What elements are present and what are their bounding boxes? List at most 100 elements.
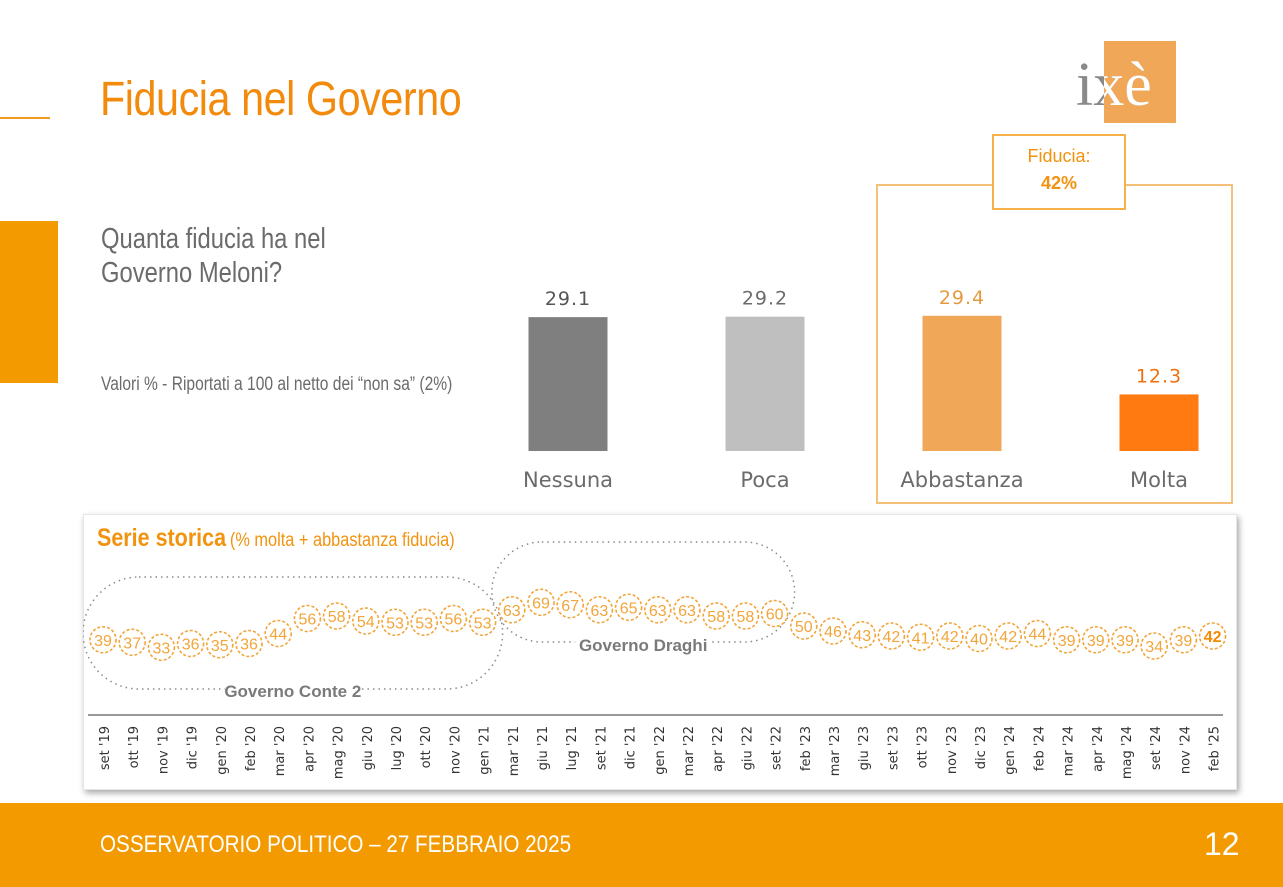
series-point-label: 39 bbox=[1116, 633, 1134, 650]
series-point: 50 bbox=[789, 612, 818, 640]
series-title-sub: (% molta + abbastanza fiducia) bbox=[229, 530, 455, 551]
bar-molta bbox=[1119, 394, 1199, 451]
series-point-label: 44 bbox=[269, 627, 287, 644]
series-point: 60 bbox=[760, 599, 789, 628]
series-point-label: 36 bbox=[240, 637, 258, 654]
series-point-label: 35 bbox=[211, 638, 229, 655]
series-point: 39 bbox=[1052, 625, 1081, 654]
series-point: 58 bbox=[322, 602, 351, 630]
series-tick-label: nov '20 bbox=[448, 726, 463, 774]
series-point-label: 34 bbox=[1145, 639, 1163, 656]
bar-value-label: 12.3 bbox=[1136, 365, 1182, 387]
series-point: 54 bbox=[351, 607, 380, 635]
series-point-label: 42 bbox=[1204, 629, 1222, 646]
values-note: Valori % - Riportati a 100 al netto dei … bbox=[101, 374, 453, 395]
series-tick-label: mar '20 bbox=[273, 726, 288, 776]
series-point: 53 bbox=[468, 608, 497, 637]
series-point: 65 bbox=[614, 593, 643, 622]
page-number: 12 bbox=[1204, 826, 1240, 862]
series-point-label: 53 bbox=[474, 615, 492, 632]
series-point-label: 42 bbox=[883, 629, 901, 646]
series-tick-label: ott '20 bbox=[419, 726, 434, 768]
series-point-label: 37 bbox=[123, 635, 141, 652]
series-point-label: 69 bbox=[532, 595, 550, 612]
series-point: 53 bbox=[410, 608, 439, 637]
group-conte2-label: Governo Conte 2 bbox=[224, 682, 361, 701]
series-point-label: 58 bbox=[737, 609, 755, 626]
fiducia-value: 42% bbox=[1040, 173, 1078, 193]
series-point: 42 bbox=[994, 622, 1023, 650]
series-point-label: 41 bbox=[912, 630, 930, 647]
series-tick-label: feb '23 bbox=[799, 726, 814, 771]
series-point: 53 bbox=[381, 608, 409, 637]
bar-value-label: 29.2 bbox=[742, 288, 788, 310]
series-tick-label: set '21 bbox=[594, 726, 609, 770]
series-tick-label: lug '21 bbox=[565, 726, 580, 770]
series-point: 42 bbox=[935, 622, 964, 650]
series-tick-label: mar '23 bbox=[828, 726, 843, 776]
series-point: 56 bbox=[439, 604, 468, 633]
series-tick-label: ott '19 bbox=[127, 726, 142, 768]
series-point-label: 63 bbox=[503, 603, 521, 620]
series-point: 40 bbox=[965, 624, 993, 653]
group-conte2 bbox=[83, 576, 504, 690]
page-title: Fiducia nel Governo bbox=[100, 73, 462, 126]
series-tick-label: gen '21 bbox=[478, 726, 493, 775]
series-point: 41 bbox=[906, 623, 935, 652]
series-point-label: 54 bbox=[357, 614, 375, 631]
series-tick-label: lug '20 bbox=[390, 726, 405, 770]
series-tick-label: ott '23 bbox=[916, 726, 931, 768]
series-point: 58 bbox=[731, 602, 760, 630]
bar-chart: 29.1 Nessuna 29.2 Poca 29.4 Abbastanza 12.3 Mol… bbox=[523, 287, 1199, 492]
title-accent-line bbox=[0, 117, 50, 119]
series-point: 36 bbox=[235, 629, 263, 658]
series-tick-label: mar '24 bbox=[1062, 726, 1077, 776]
side-accent-block bbox=[0, 221, 58, 383]
series-point: 56 bbox=[293, 604, 322, 633]
bar-value-label: 29.1 bbox=[545, 288, 591, 310]
series-tick-label: giu '23 bbox=[857, 726, 872, 770]
fiducia-summary-box: Fiducia: 42% bbox=[992, 134, 1126, 210]
series-point: 39 bbox=[1081, 625, 1110, 654]
series-tick-label: dic '21 bbox=[624, 726, 639, 769]
series-point-label: 33 bbox=[153, 640, 171, 657]
group-draghi bbox=[491, 541, 796, 643]
series-tick-label: mar '21 bbox=[507, 726, 522, 776]
series-point: 37 bbox=[118, 628, 147, 657]
series-point-label: 42 bbox=[941, 629, 959, 646]
fiducia-label: Fiducia: bbox=[1027, 146, 1091, 166]
series-point: 46 bbox=[819, 617, 847, 645]
series-tick-label: nov '24 bbox=[1178, 726, 1193, 774]
series-tick-label: giu '20 bbox=[361, 726, 376, 770]
series-point-label: 36 bbox=[182, 637, 200, 654]
series-point-label: 60 bbox=[766, 607, 784, 624]
bar-poca bbox=[725, 316, 805, 451]
series-point-label: 65 bbox=[620, 600, 638, 617]
series-point: 69 bbox=[527, 588, 555, 617]
series-point: 39 bbox=[1111, 625, 1139, 654]
bar-category-label: Poca bbox=[740, 468, 789, 492]
series-point: 42 bbox=[877, 622, 906, 650]
series-point-label: 63 bbox=[678, 603, 696, 620]
series-tick-label: gen '20 bbox=[215, 726, 230, 775]
bar-category-label: Molta bbox=[1130, 468, 1188, 492]
series-point-label: 39 bbox=[1175, 633, 1193, 650]
bar-category-label: Abbastanza bbox=[900, 468, 1023, 492]
series-point-label: 39 bbox=[94, 633, 112, 650]
series-tick-label: apr '24 bbox=[1091, 726, 1106, 772]
ixe-logo: ixè ixè bbox=[1076, 41, 1176, 123]
series-point: 44 bbox=[1023, 619, 1052, 648]
series-tick-label: set '22 bbox=[770, 726, 785, 770]
series-point-label: 39 bbox=[1087, 633, 1105, 650]
series-point-label: 42 bbox=[999, 629, 1017, 646]
series-tick-label: mag '20 bbox=[332, 726, 347, 779]
series-point-label: 56 bbox=[299, 612, 317, 629]
series-tick-label: feb '24 bbox=[1032, 726, 1047, 771]
survey-question: Quanta fiducia ha nel Governo Meloni? bbox=[101, 223, 326, 289]
series-tick-label: nov '19 bbox=[156, 726, 171, 774]
series-tick-label: mag '24 bbox=[1120, 726, 1135, 779]
series-point: 36 bbox=[176, 629, 205, 658]
series-point-label: 40 bbox=[970, 632, 988, 649]
series-point: 34 bbox=[1140, 632, 1168, 660]
series-point: 44 bbox=[264, 619, 292, 648]
